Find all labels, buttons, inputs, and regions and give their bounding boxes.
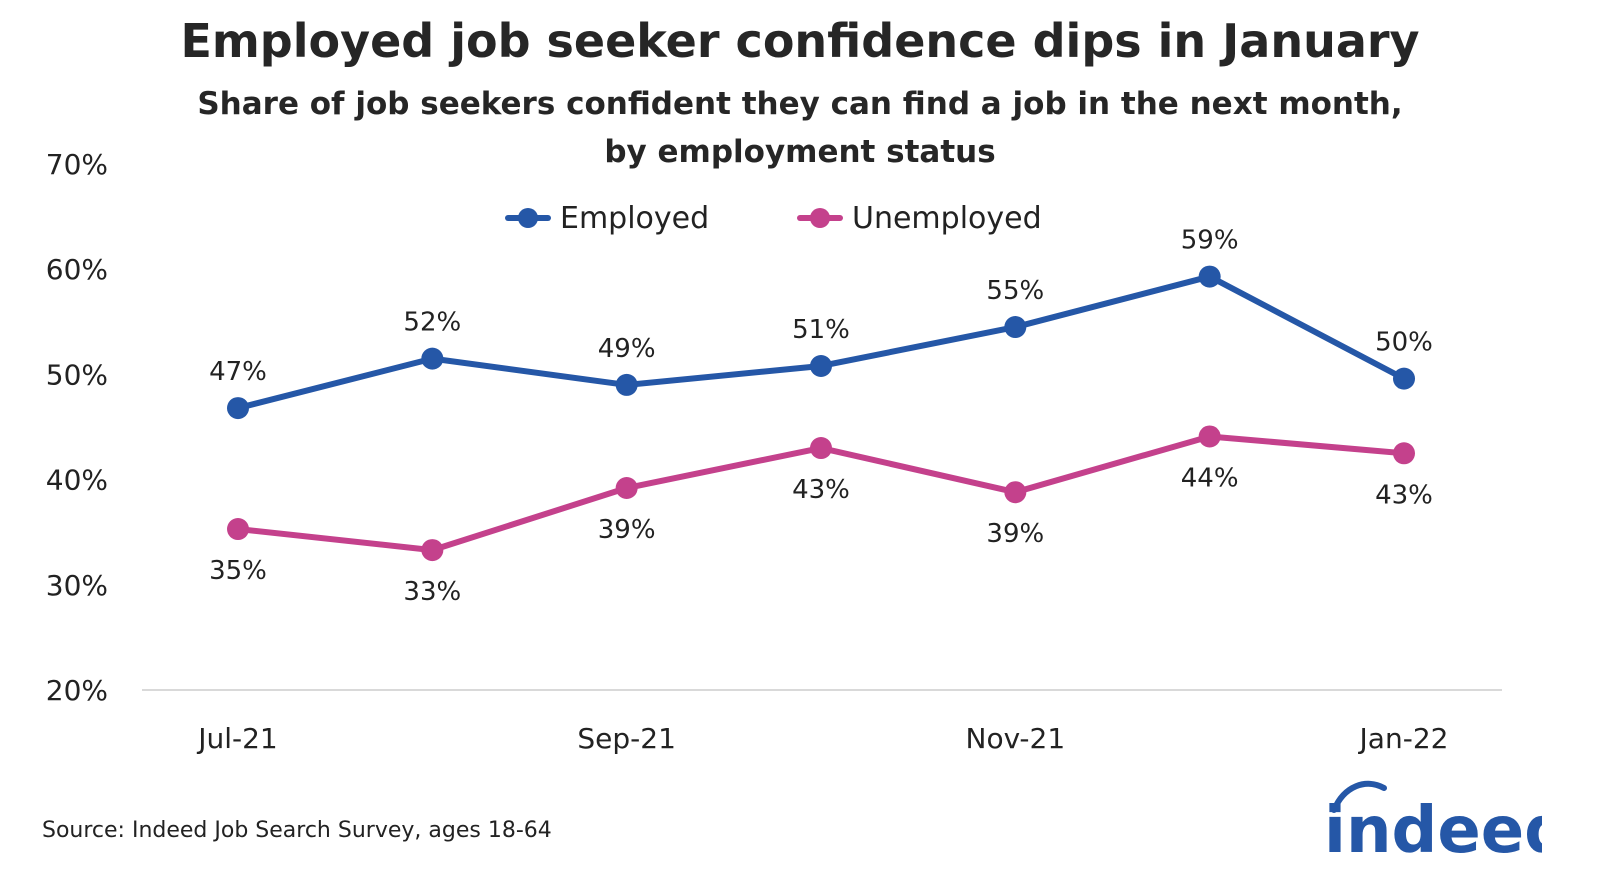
data-label-employed: 52% — [403, 308, 461, 338]
x-tick-label: Nov-21 — [966, 722, 1066, 755]
y-tick-label: 70% — [46, 148, 108, 181]
data-label-unemployed: 35% — [209, 556, 267, 586]
data-label-unemployed: 39% — [598, 515, 656, 545]
data-point-employed — [1393, 367, 1415, 390]
data-point-unemployed — [1198, 425, 1221, 448]
legend-label: Employed — [560, 201, 709, 236]
data-label-unemployed: 39% — [986, 519, 1044, 549]
data-label-employed: 50% — [1375, 328, 1433, 358]
data-point-employed — [227, 397, 249, 420]
legend-label: Unemployed — [852, 201, 1042, 236]
y-tick-label: 60% — [46, 253, 108, 286]
chart-subtitle-line-2: by employment status — [604, 134, 996, 170]
chart-title: Employed job seeker confidence dips in J… — [180, 14, 1420, 68]
source-note: Source: Indeed Job Search Survey, ages 1… — [42, 818, 552, 843]
legend-swatch-marker — [518, 208, 538, 228]
data-label-employed: 55% — [986, 276, 1044, 306]
data-label-unemployed: 44% — [1181, 463, 1239, 493]
indeed-logo-text: indeed — [1324, 794, 1542, 860]
x-tick-label: Jul-21 — [196, 722, 278, 755]
y-tick-label: 20% — [46, 674, 108, 707]
data-point-employed — [1004, 316, 1027, 339]
chart-subtitle: Share of job seekers confident they can … — [0, 80, 1600, 176]
indeed-logo: indeed — [1324, 780, 1542, 860]
data-point-employed — [615, 373, 638, 396]
data-point-employed — [421, 347, 444, 370]
data-point-unemployed — [1393, 442, 1415, 465]
data-point-unemployed — [421, 539, 444, 562]
data-label-employed: 49% — [598, 334, 656, 364]
data-point-employed — [810, 354, 832, 377]
data-label-unemployed: 33% — [403, 577, 461, 607]
data-point-employed — [1198, 265, 1221, 288]
data-point-unemployed — [810, 437, 832, 460]
data-point-unemployed — [615, 477, 638, 500]
data-label-employed: 47% — [209, 357, 267, 387]
x-tick-label: Jan-22 — [1358, 722, 1449, 755]
data-label-employed: 59% — [1181, 226, 1239, 256]
indeed-logo-swoosh — [1331, 780, 1387, 813]
data-label-unemployed: 43% — [1375, 480, 1433, 510]
y-tick-label: 50% — [46, 358, 108, 391]
y-tick-label: 40% — [46, 464, 108, 497]
y-tick-label: 30% — [46, 569, 108, 602]
data-point-unemployed — [1004, 481, 1027, 504]
chart-subtitle-line-1: Share of job seekers confident they can … — [197, 86, 1403, 122]
data-point-unemployed — [227, 518, 249, 541]
data-label-employed: 51% — [792, 315, 850, 345]
x-tick-label: Sep-21 — [577, 722, 676, 755]
data-label-unemployed: 43% — [792, 475, 850, 505]
legend-swatch-marker — [810, 208, 830, 228]
